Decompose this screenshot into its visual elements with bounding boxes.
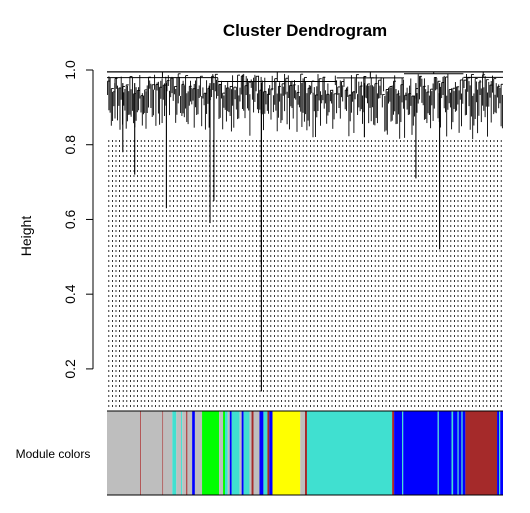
module-band <box>172 411 177 495</box>
module-band <box>231 411 240 495</box>
module-band <box>192 411 195 495</box>
module-band <box>306 411 393 495</box>
module-band <box>437 411 439 495</box>
module-band <box>259 411 264 495</box>
y-tick-label: 0.2 <box>62 359 78 379</box>
module-band <box>253 411 260 495</box>
module-band <box>176 411 182 495</box>
module-band <box>163 411 173 495</box>
module-band <box>219 411 224 495</box>
y-axis: 0.2 0.4 0.6 0.8 1.0 <box>62 60 94 379</box>
module-color-bar <box>107 410 503 496</box>
module-band <box>243 411 250 495</box>
module-band <box>202 411 220 495</box>
module-band <box>465 411 498 495</box>
module-band <box>140 411 142 495</box>
module-band <box>249 411 252 495</box>
y-tick-label: 0.6 <box>62 210 78 230</box>
module-band <box>500 411 503 495</box>
chart-title: Cluster Dendrogram <box>223 21 387 40</box>
module-band <box>461 411 463 495</box>
leaf-guide-lines <box>108 140 502 408</box>
module-colors-label: Module colors <box>16 447 91 461</box>
dendrogram-tree <box>107 71 503 392</box>
module-band <box>392 411 395 495</box>
module-band <box>263 411 268 495</box>
module-band <box>186 411 188 495</box>
module-band <box>182 411 187 495</box>
module-band <box>457 411 459 495</box>
module-band <box>225 411 228 495</box>
module-band <box>241 411 244 495</box>
module-band <box>239 411 242 495</box>
module-band <box>107 411 141 495</box>
module-band <box>227 411 230 495</box>
module-band <box>458 411 462 495</box>
module-band <box>251 411 254 495</box>
module-band <box>402 411 404 495</box>
module-band <box>162 411 164 495</box>
module-band <box>305 411 307 495</box>
y-tick-label: 0.4 <box>62 284 78 304</box>
module-band <box>223 411 226 495</box>
module-band <box>451 411 454 495</box>
module-band <box>300 411 305 495</box>
module-band <box>267 411 270 495</box>
module-band <box>403 411 438 495</box>
module-band <box>187 411 193 495</box>
y-tick-label: 1.0 <box>62 60 78 80</box>
module-band <box>194 411 203 495</box>
module-band <box>438 411 452 495</box>
module-band <box>229 411 232 495</box>
y-axis-label: Height <box>18 216 34 257</box>
module-band <box>181 411 183 495</box>
module-band <box>499 411 501 495</box>
module-band <box>453 411 458 495</box>
y-tick-label: 0.8 <box>62 135 78 155</box>
module-band <box>272 411 301 495</box>
module-band <box>141 411 163 495</box>
module-band <box>269 411 273 495</box>
module-band <box>394 411 403 495</box>
module-band <box>497 411 500 495</box>
module-band <box>462 411 466 495</box>
